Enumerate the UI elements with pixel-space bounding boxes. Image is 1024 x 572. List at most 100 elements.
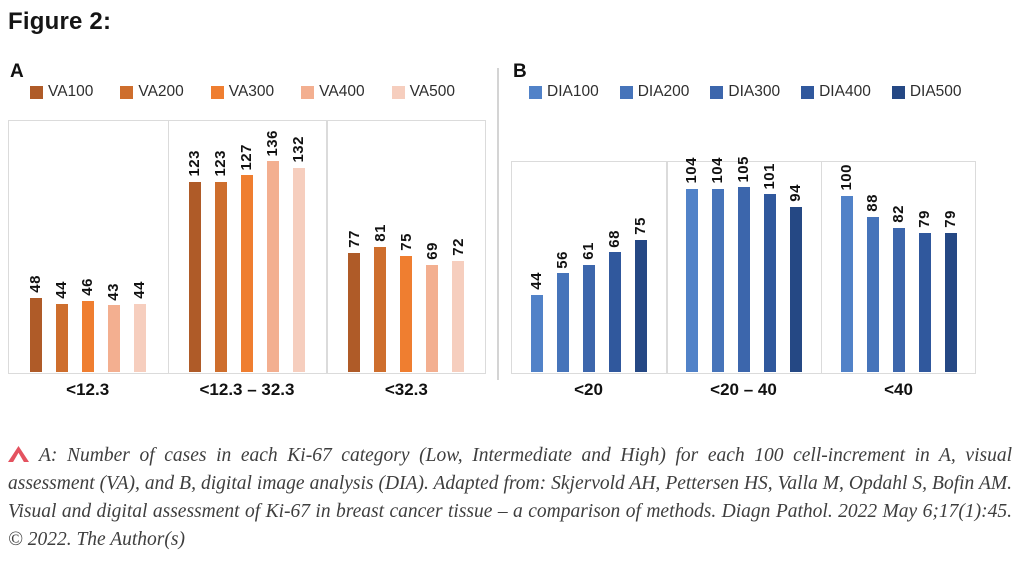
bar bbox=[556, 273, 569, 372]
figure-title: Figure 2: bbox=[8, 8, 112, 35]
bar-column: 75 bbox=[632, 217, 649, 372]
bar-column: 81 bbox=[371, 223, 389, 372]
bar bbox=[582, 264, 595, 372]
bar bbox=[685, 188, 698, 372]
legend-series-label: DIA100 bbox=[547, 83, 599, 100]
group-divider bbox=[326, 121, 328, 373]
legend-item: VA200 bbox=[120, 82, 184, 102]
bar-column: 44 bbox=[53, 281, 71, 372]
bar-group: 77 81 75 69 72 bbox=[327, 120, 486, 372]
legend-series-label: VA100 bbox=[48, 83, 94, 100]
bar bbox=[240, 175, 253, 372]
bar-value-label: 77 bbox=[345, 230, 363, 248]
bar-column: 127 bbox=[238, 144, 255, 372]
category-label: <20 bbox=[574, 380, 603, 399]
bar bbox=[892, 227, 905, 372]
bar bbox=[763, 194, 776, 372]
bar-column: 68 bbox=[606, 230, 623, 372]
legend-series-label: DIA200 bbox=[637, 83, 690, 100]
panel-b-legend: DIA100 DIA200 DIA300 DIA400 DIA500 bbox=[529, 82, 976, 102]
legend-item: VA100 bbox=[30, 82, 93, 102]
bar-value-label: 101 bbox=[761, 162, 778, 190]
bar-value-label: 56 bbox=[554, 250, 571, 269]
bar-value-label: 94 bbox=[787, 183, 804, 202]
bar bbox=[944, 232, 957, 372]
panel-a: A VA100 VA200 VA300 VA400 VA500 48 44 46 43 44 12… bbox=[8, 62, 486, 400]
bar-value-label: 88 bbox=[864, 194, 881, 213]
caret-up-icon bbox=[8, 446, 29, 462]
bar-value-label: 43 bbox=[105, 282, 123, 301]
legend-swatch-icon bbox=[30, 85, 43, 99]
bar-value-label: 136 bbox=[264, 129, 282, 157]
bar-column: 79 bbox=[942, 210, 959, 372]
legend-item: VA500 bbox=[391, 82, 455, 102]
bar bbox=[530, 294, 543, 372]
bar-group: 104 104 105 101 94 bbox=[666, 120, 821, 372]
bar-group: 123 123 127 136 132 bbox=[167, 120, 326, 372]
group-divider bbox=[167, 121, 170, 373]
bar-value-label: 123 bbox=[186, 149, 204, 177]
bar bbox=[188, 181, 201, 372]
bar-value-label: 104 bbox=[683, 157, 700, 184]
legend-series-label: DIA400 bbox=[819, 83, 871, 100]
bar-column: 105 bbox=[735, 155, 752, 372]
legend-series-label: VA500 bbox=[409, 83, 455, 100]
bar-column: 75 bbox=[397, 233, 415, 372]
panel-a-plot: 48 44 46 43 44 123 123 127 136 132 77 81 75 69 72 bbox=[8, 120, 486, 374]
bar-value-label: 132 bbox=[290, 136, 308, 163]
category-label: <12.3 bbox=[66, 380, 110, 399]
panel-a-legend: VA100 VA200 VA300 VA400 VA500 bbox=[30, 82, 486, 102]
bar bbox=[634, 240, 647, 372]
bar-column: 104 bbox=[709, 157, 726, 372]
category-label: <40 bbox=[884, 380, 913, 399]
bar-column: 48 bbox=[27, 275, 44, 372]
bar-value-label: 105 bbox=[735, 155, 752, 183]
bar bbox=[266, 161, 279, 372]
legend-swatch-icon bbox=[301, 85, 315, 99]
bar-group: 100 88 82 79 79 bbox=[821, 120, 976, 372]
panel-b-label: B bbox=[513, 61, 527, 82]
figure-caption: A: Number of cases in each Ki-67 categor… bbox=[8, 442, 1012, 554]
category-label: <20 – 40 bbox=[710, 380, 777, 399]
bar-value-label: 46 bbox=[79, 278, 97, 296]
legend-swatch-icon bbox=[391, 85, 405, 99]
bar-group: 48 44 46 43 44 bbox=[8, 120, 167, 372]
bar-value-label: 104 bbox=[709, 157, 726, 184]
bar bbox=[348, 252, 361, 372]
bar bbox=[918, 232, 931, 372]
legend-item: DIA500 bbox=[891, 82, 962, 102]
legend-item: DIA400 bbox=[801, 82, 871, 102]
bar bbox=[81, 300, 94, 372]
bar bbox=[133, 303, 146, 372]
bar-column: 136 bbox=[264, 129, 282, 372]
legend-item: DIA200 bbox=[619, 82, 690, 102]
panel-b-plot: 44 56 61 68 75 104 104 105 101 94 100 88 82 79 79 bbox=[511, 120, 976, 374]
bar-value-label: 81 bbox=[371, 223, 389, 242]
bar bbox=[292, 167, 305, 372]
panel-b-bar-groups: 44 56 61 68 75 104 104 105 101 94 100 88 82 79 79 bbox=[511, 120, 976, 372]
bar-column: 100 bbox=[838, 164, 855, 372]
legend-series-label: DIA500 bbox=[909, 83, 962, 100]
bar-column: 79 bbox=[916, 210, 933, 372]
bar bbox=[374, 246, 387, 372]
category-label: <12.3 – 32.3 bbox=[199, 380, 295, 399]
legend-swatch-icon bbox=[529, 85, 542, 99]
legend-swatch-icon bbox=[120, 85, 134, 99]
bar bbox=[29, 297, 42, 372]
bar-group: 44 56 61 68 75 bbox=[511, 120, 666, 372]
bar-value-label: 75 bbox=[397, 233, 415, 251]
category-label: <32.3 bbox=[384, 380, 428, 399]
bar-value-label: 100 bbox=[838, 164, 855, 191]
bar-column: 88 bbox=[864, 194, 881, 372]
legend-swatch-icon bbox=[619, 85, 633, 99]
bar-value-label: 44 bbox=[131, 281, 149, 299]
bar bbox=[55, 303, 68, 372]
bar-value-label: 44 bbox=[53, 281, 71, 299]
bar-column: 56 bbox=[554, 250, 571, 372]
panel-b: B DIA100 DIA200 DIA300 DIA400 DIA500 44 56 61 6… bbox=[511, 62, 976, 400]
legend-series-label: VA200 bbox=[138, 83, 184, 100]
bar-value-label: 61 bbox=[580, 241, 597, 260]
bar bbox=[426, 265, 439, 372]
bar bbox=[452, 260, 465, 372]
bar-value-label: 82 bbox=[890, 205, 907, 223]
